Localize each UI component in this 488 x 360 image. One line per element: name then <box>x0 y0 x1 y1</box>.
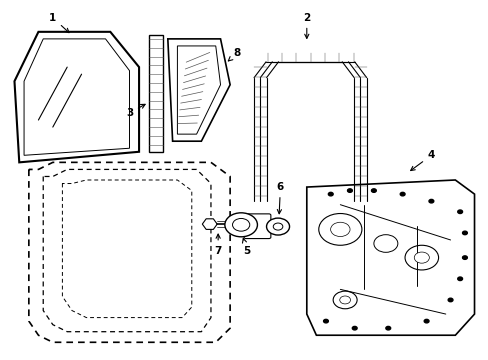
Circle shape <box>339 296 350 304</box>
Circle shape <box>332 291 356 309</box>
Text: 7: 7 <box>214 234 222 256</box>
Circle shape <box>371 189 376 192</box>
Circle shape <box>273 223 282 230</box>
Circle shape <box>399 192 404 196</box>
Text: 6: 6 <box>276 182 284 214</box>
Circle shape <box>457 277 462 280</box>
Text: 8: 8 <box>228 48 241 61</box>
Circle shape <box>447 298 452 302</box>
Circle shape <box>323 319 328 323</box>
Circle shape <box>266 218 289 235</box>
Circle shape <box>224 213 257 237</box>
Text: 3: 3 <box>125 104 145 118</box>
Circle shape <box>330 222 349 237</box>
Circle shape <box>351 327 356 330</box>
Circle shape <box>457 210 462 213</box>
Text: 5: 5 <box>242 239 250 256</box>
Text: 4: 4 <box>410 150 434 171</box>
Circle shape <box>232 219 249 231</box>
Circle shape <box>373 235 397 252</box>
Circle shape <box>404 245 438 270</box>
Circle shape <box>318 213 361 245</box>
Text: 2: 2 <box>303 13 310 39</box>
Circle shape <box>328 192 332 196</box>
Circle shape <box>413 252 428 263</box>
Text: 1: 1 <box>49 13 69 33</box>
Polygon shape <box>202 219 217 229</box>
Circle shape <box>428 199 433 203</box>
Circle shape <box>385 327 390 330</box>
Circle shape <box>462 256 467 259</box>
Circle shape <box>462 231 467 235</box>
FancyBboxPatch shape <box>244 214 270 239</box>
Circle shape <box>424 319 428 323</box>
Circle shape <box>347 189 351 192</box>
